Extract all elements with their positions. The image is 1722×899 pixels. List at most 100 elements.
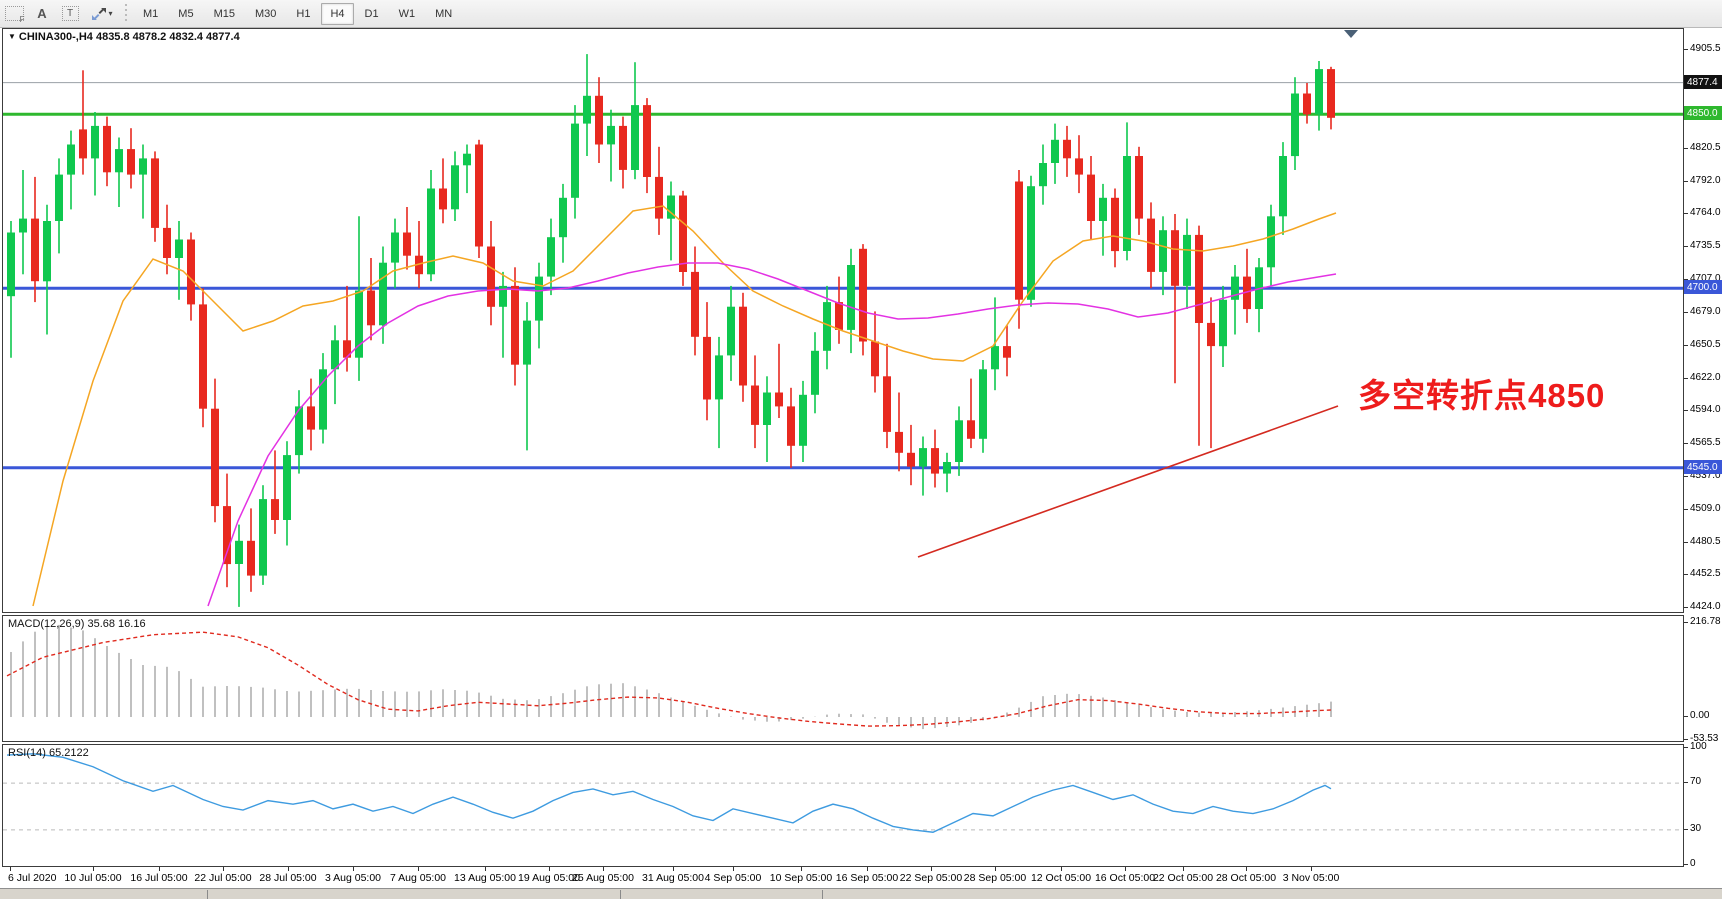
cursor-arrows-icon[interactable]: ▾ [85,3,119,25]
symbol-ohlc: 4835.8 4878.2 4832.4 4877.4 [95,31,240,43]
text-box-glyph: T [61,6,79,21]
time-tick [1125,867,1126,871]
axis-tick [1684,181,1688,182]
time-label: 28 Jul 05:00 [259,872,317,884]
symbol-dropdown-icon[interactable]: ▼ [8,32,16,41]
axis-tick [1684,864,1688,865]
axis-tick-label: 4424.0 [1690,601,1721,612]
status-bar-divider [822,890,823,899]
cursor-arrows-glyph [92,7,107,20]
time-tick [1311,867,1312,871]
axis-tick-label: 4480.5 [1690,536,1721,547]
time-tick [733,867,734,871]
time-label: 31 Aug 05:00 [642,872,704,884]
macd-panel[interactable]: MACD(12,26,9) 35.68 16.16 [2,615,1684,742]
status-bar-divider [207,890,208,899]
time-label: 16 Jul 05:00 [130,872,188,884]
main-chart-panel[interactable]: ▼ CHINA300-,H4 4835.8 4878.2 4832.4 4877.… [2,28,1684,613]
axis-tick-label: 70 [1690,776,1702,787]
axis-tick [1684,782,1688,783]
axis-tick-label: 4452.5 [1690,568,1721,579]
price-badge-4877.4: 4877.4 [1684,75,1722,89]
time-label: 22 Sep 05:00 [899,872,963,884]
axis-tick [1684,574,1688,575]
axis-tick-label: 0.00 [1690,710,1710,721]
time-tick [603,867,604,871]
axis-tick-label: 4565.5 [1690,437,1721,448]
rsi-panel[interactable]: RSI(14) 65.2122 [2,744,1684,867]
timeframe-button-w1[interactable]: W1 [398,7,416,20]
chart-window-grid-icon[interactable]: F [1,3,27,25]
time-tick [801,867,802,871]
time-tick [1183,867,1184,871]
time-axis[interactable]: 6 Jul 2020 10 Jul 05:00 16 Jul 05:00 22 Jul… [2,867,1684,888]
time-label: 3 Aug 05:00 [324,872,382,884]
axis-tick [1684,542,1688,543]
symbol-info: ▼ CHINA300-,H4 4835.8 4878.2 4832.4 4877.… [8,31,240,43]
rsi-line [6,753,1332,833]
time-label: 25 Aug 05:00 [572,872,634,884]
macd-label: MACD(12,26,9) 35.68 16.16 [8,618,146,630]
time-label: 13 Aug 05:00 [454,872,516,884]
time-tick [353,867,354,871]
timeframe-button-m30[interactable]: M30 [254,7,277,20]
axis-tick-label: 4679.0 [1690,306,1721,317]
chart-text-annotation[interactable]: 多空转折点4850 [1358,377,1606,414]
timeframe-button-m5[interactable]: M5 [178,7,194,20]
axis-tick-label: 4735.5 [1690,240,1721,251]
grid-glyph: F [4,6,25,24]
timeframe-button-m1[interactable]: M1 [143,7,159,20]
time-label: 19 Aug 05:00 [518,872,580,884]
time-label: 10 Sep 05:00 [769,872,833,884]
macd-histogram-layer [10,624,1332,730]
axis-tick-label: 4594.0 [1690,404,1721,415]
timeframe-button-h4[interactable]: H4 [321,2,354,25]
time-label: 16 Sep 05:00 [835,872,899,884]
time-label: 28 Oct 05:00 [1215,872,1277,884]
axis-tick-label: 4509.0 [1690,503,1721,514]
axis-tick [1684,410,1688,411]
time-tick [93,867,94,871]
rsi-canvas[interactable] [3,745,1683,866]
time-label: 12 Oct 05:00 [1030,872,1092,884]
chart-shift-marker-icon[interactable] [1344,30,1358,38]
axis-tick [1684,747,1688,748]
time-tick [995,867,996,871]
axis-tick [1684,279,1688,280]
timeframe-button-h1[interactable]: H1 [296,7,311,20]
time-tick [867,867,868,871]
status-bar [0,888,1722,899]
time-tick [223,867,224,871]
main-chart-canvas[interactable] [3,29,1683,612]
timeframe-button-m15[interactable]: M15 [213,7,235,20]
time-label: 22 Jul 05:00 [194,872,252,884]
dropdown-caret-icon: ▾ [108,9,113,18]
time-tick [418,867,419,871]
axis-tick [1684,739,1688,740]
macd-signal-line [6,631,1332,727]
time-tick [288,867,289,871]
axis-tick-label: 100 [1690,741,1707,752]
ma-slow-line [207,262,1337,607]
price-axis[interactable]: 4905.5 4820.5 4792.0 4764.0 4735.5 4707.0 4679… [1684,28,1722,869]
trendline [917,405,1339,558]
text-box-icon[interactable]: T [57,3,83,25]
time-label: 10 Jul 05:00 [64,872,122,884]
toolbar-separator [123,3,130,24]
time-tick [1061,867,1062,871]
axis-tick-label: 4820.5 [1690,142,1721,153]
axis-tick [1684,509,1688,510]
time-label: 16 Oct 05:00 [1094,872,1156,884]
time-label: 22 Oct 05:00 [1152,872,1214,884]
macd-canvas[interactable] [3,616,1683,741]
text-label-icon[interactable]: A [37,6,47,21]
timeframe-button-mn[interactable]: MN [435,7,453,20]
time-label: 28 Sep 05:00 [963,872,1027,884]
axis-tick [1684,213,1688,214]
axis-tick-label: 4792.0 [1690,175,1721,186]
time-tick [485,867,486,871]
timeframe-button-d1[interactable]: D1 [364,7,379,20]
time-label: 4 Sep 05:00 [704,872,762,884]
axis-tick-label: 4537.0 [1690,470,1721,481]
